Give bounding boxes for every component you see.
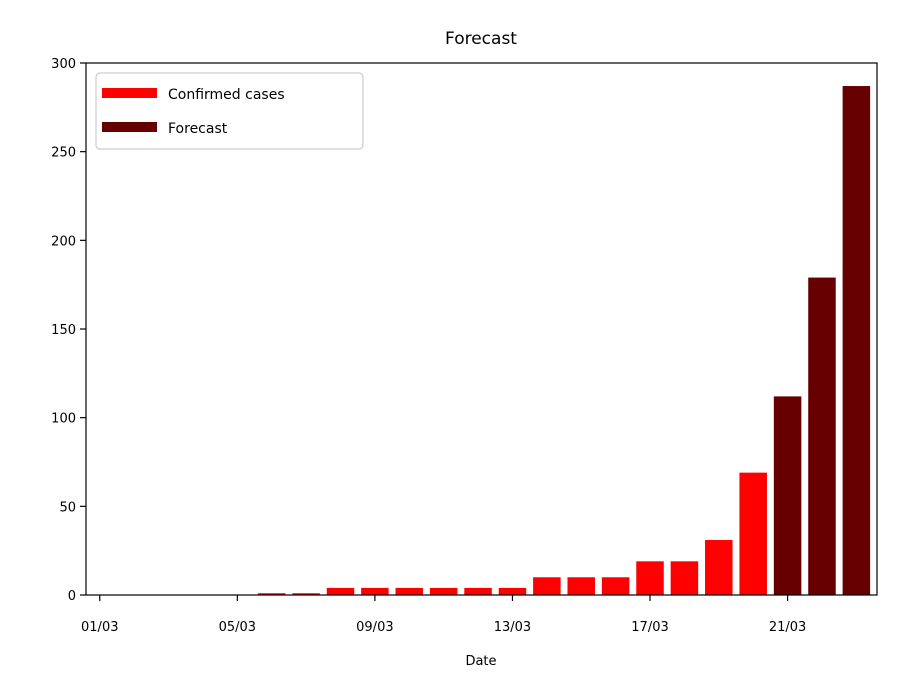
bar-forecast-22-03 [808,277,836,595]
bar-confirmed-cases-06-03 [257,593,286,595]
bar-confirmed-cases-08-03 [326,587,355,595]
x-tick-label-13-03: 13/03 [494,620,531,635]
legend-swatch-forecast [102,122,157,132]
x-tick-label-09-03: 09/03 [356,620,393,635]
legend-box [95,72,364,150]
y-tick-label-100: 100 [51,412,76,427]
y-tick-label-150: 150 [51,323,76,338]
bars-layer [257,86,871,596]
bar-confirmed-cases-17-03 [636,561,664,595]
x-tick-label-05-03: 05/03 [219,620,256,635]
bar-forecast-23-03 [842,86,871,596]
bar-confirmed-cases-09-03 [361,587,389,595]
legend-swatch-confirmed [102,88,157,98]
y-tick-label-250: 250 [51,146,76,161]
chart-title: Forecast [445,29,517,49]
y-tick-label-50: 50 [59,500,76,515]
bar-confirmed-cases-15-03 [567,577,595,595]
bar-confirmed-cases-10-03 [395,587,424,595]
bar-confirmed-cases-19-03 [705,540,733,595]
bar-confirmed-cases-12-03 [464,587,492,595]
y-tick-label-200: 200 [51,234,76,249]
plot-area: 0 50 100 150 200 250 300 01/03 05/03 09/03 13/03 1… [51,57,878,635]
legend-label-confirmed: Confirmed cases [168,87,285,103]
legend: Confirmed cases Forecast [95,72,364,150]
x-axis-label: Date [465,654,496,669]
x-tick-label-17-03: 17/03 [631,620,668,635]
legend-label-forecast: Forecast [168,121,228,137]
bar-confirmed-cases-16-03 [601,577,630,595]
y-tick-label-300: 300 [51,57,76,72]
y-axis: 0 50 100 150 200 250 300 [51,57,86,604]
bar-confirmed-cases-07-03 [292,593,320,595]
bar-confirmed-cases-13-03 [498,587,527,595]
bar-confirmed-cases-18-03 [670,561,699,595]
bar-confirmed-cases-14-03 [533,577,561,595]
x-tick-label-01-03: 01/03 [81,620,118,635]
x-axis: 01/03 05/03 09/03 13/03 17/03 21/03 [81,595,806,635]
y-tick-label-0: 0 [68,589,76,604]
bar-forecast-21-03 [773,396,802,595]
bar-confirmed-cases-11-03 [429,587,458,595]
x-tick-label-21-03: 21/03 [769,620,806,635]
bar-confirmed-cases-20-03 [739,472,767,595]
